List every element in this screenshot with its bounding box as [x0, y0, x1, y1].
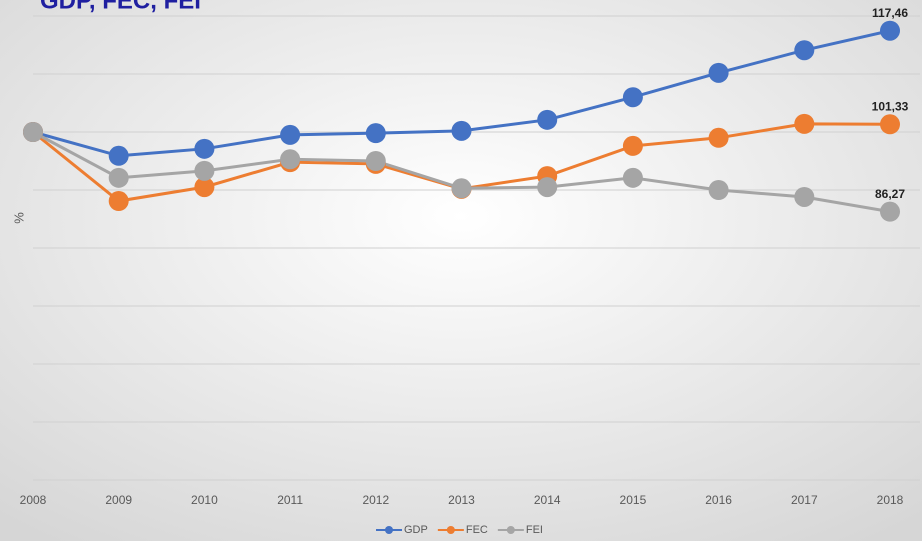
legend-marker — [385, 526, 393, 534]
x-tick-label: 2012 — [362, 493, 389, 507]
legend-label: GDP — [404, 524, 428, 536]
point — [708, 62, 729, 83]
point — [365, 151, 386, 171]
x-tick-label: 2016 — [705, 493, 732, 507]
data-label: 86,27 — [875, 187, 905, 201]
point — [108, 145, 129, 166]
x-tick-label: 2014 — [534, 493, 561, 507]
legend-label: FEC — [466, 524, 488, 536]
point — [537, 177, 558, 198]
chart-title: GDP, FEC, FEI — [40, 0, 201, 14]
y-axis-label: % — [11, 212, 26, 224]
data-label: 101,33 — [872, 99, 909, 113]
legend-marker — [446, 526, 455, 534]
point — [880, 20, 900, 41]
point — [280, 149, 301, 170]
point — [280, 124, 301, 145]
point — [451, 178, 472, 199]
legend-marker — [506, 526, 515, 534]
point — [108, 191, 129, 212]
point — [365, 123, 386, 144]
data-label: 117,46 — [872, 6, 908, 20]
x-tick-label: 2010 — [191, 493, 218, 507]
point — [537, 109, 558, 130]
x-tick-label: 2011 — [277, 493, 303, 507]
point — [622, 87, 643, 108]
point — [194, 138, 215, 159]
point — [794, 186, 815, 207]
x-tick-label: 2017 — [791, 493, 818, 507]
point — [622, 167, 643, 188]
point — [194, 160, 215, 181]
x-tick-label: 2013 — [448, 493, 475, 507]
point — [794, 40, 815, 61]
x-tick-label: 2009 — [105, 493, 132, 507]
x-tick-label: 2018 — [877, 493, 904, 507]
point — [622, 135, 643, 156]
point — [451, 120, 472, 141]
point — [880, 114, 900, 135]
x-tick-label: 2008 — [20, 493, 47, 507]
point — [880, 201, 900, 222]
legend-label: FEI — [526, 524, 543, 536]
point — [794, 113, 815, 134]
point — [23, 122, 43, 142]
point — [708, 180, 729, 200]
point — [194, 177, 215, 198]
point — [108, 167, 129, 188]
point — [708, 127, 729, 148]
x-tick-label: 2015 — [620, 493, 647, 507]
